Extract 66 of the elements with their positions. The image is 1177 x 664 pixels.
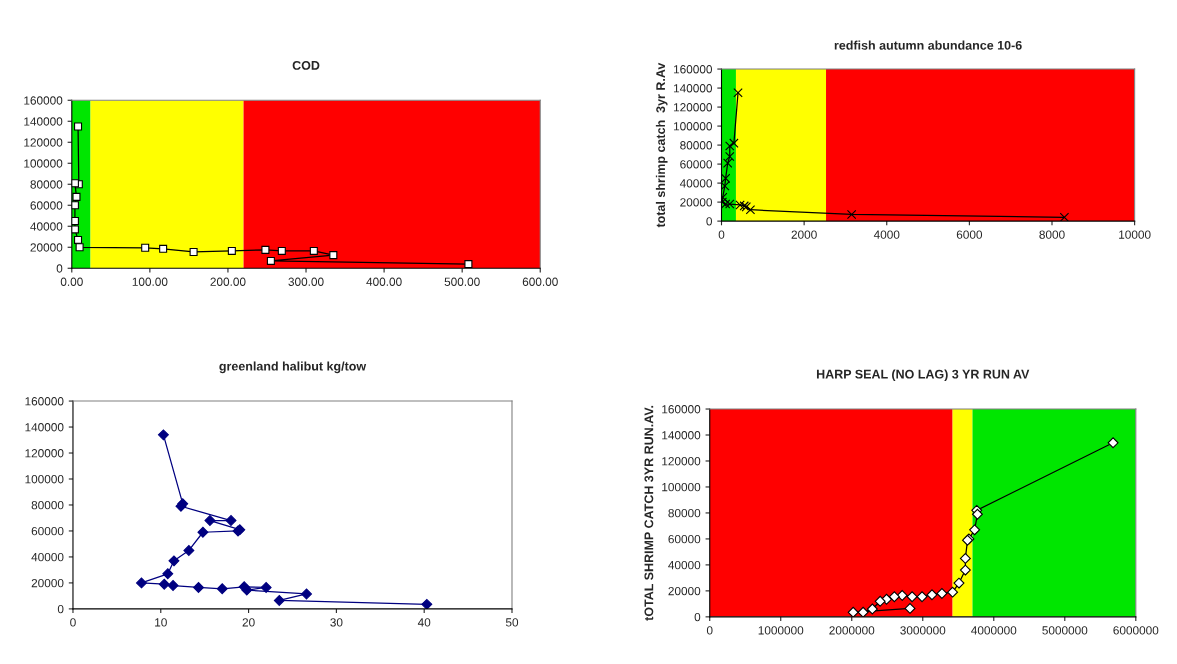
x-tick-label: 2000000 — [829, 626, 875, 635]
y-tick-label: 120000 — [24, 138, 63, 147]
x-tick-label: 0 — [718, 230, 725, 239]
x-tick-label: 3000000 — [900, 626, 946, 635]
x-tick-label: 300.00 — [288, 277, 324, 286]
x-tick-label: 50 — [505, 618, 519, 627]
y-tick-label: 20000 — [668, 586, 701, 596]
x-tick-label: 10000 — [1119, 230, 1151, 239]
y-tick-label: 60000 — [30, 201, 63, 210]
chart-title: HARP SEAL (NO LAG) 3 YR RUN AV — [816, 369, 1030, 382]
y-tick-label: 160000 — [662, 405, 701, 414]
x-tick-label: 500.00 — [444, 277, 480, 286]
y-tick-label: 60000 — [680, 160, 713, 169]
y-tick-label: 80000 — [680, 141, 713, 150]
y-tick-label: 100000 — [24, 159, 63, 168]
y-tick-label: 140000 — [673, 84, 713, 93]
y-tick-label: 40000 — [31, 552, 64, 562]
y-tick-label: 20000 — [31, 578, 64, 588]
y-tick-label: 160000 — [673, 65, 713, 74]
x-tick-label: 100.00 — [132, 277, 168, 286]
y-tick-label: 100000 — [673, 122, 713, 131]
y-tick-label: 140000 — [662, 431, 701, 440]
x-tick-label: 600.00 — [522, 277, 558, 286]
y-tick-label: 120000 — [673, 103, 713, 112]
x-tick-label: 400.00 — [366, 277, 402, 286]
y-tick-label: 60000 — [31, 526, 64, 536]
y-tick-label: 0 — [57, 604, 64, 614]
y-tick-label: 120000 — [25, 449, 64, 458]
x-tick-label: 40 — [417, 618, 431, 627]
chart-title: greenland halibut kg/tow — [219, 361, 367, 374]
y-tick-label: 40000 — [679, 179, 713, 188]
y-axis-title: total shrimp catch 3yr R.Av — [655, 62, 668, 228]
x-tick-label: 5000000 — [1042, 626, 1088, 635]
y-tick-label: 160000 — [24, 96, 63, 105]
y-tick-label: 140000 — [24, 117, 63, 126]
x-tick-label: 200.00 — [210, 277, 246, 286]
y-tick-label: 80000 — [668, 508, 701, 518]
y-tick-label: 0 — [706, 217, 713, 226]
x-tick-label: 4000000 — [971, 626, 1017, 635]
x-tick-label: 2000 — [791, 230, 817, 239]
y-tick-label: 120000 — [662, 457, 701, 466]
chart-title: COD — [292, 60, 320, 70]
y-tick-label: 100000 — [25, 475, 64, 484]
chart-title: redfish autumn abundance 10-6 — [834, 40, 1022, 50]
x-tick-label: 8000 — [1039, 230, 1065, 239]
y-tick-label: 0 — [56, 264, 63, 273]
x-tick-label: 1000000 — [758, 626, 804, 635]
y-tick-label: 80000 — [31, 501, 64, 510]
y-axis-title: tOTAL SHRIMP CATCH 3YR RUN.AV. — [644, 405, 654, 621]
x-tick-label: 10 — [155, 618, 167, 627]
y-tick-label: 20000 — [680, 198, 713, 207]
y-tick-label: 140000 — [25, 423, 64, 432]
x-tick-label: 4000 — [873, 230, 900, 239]
y-tick-label: 40000 — [30, 222, 63, 231]
y-tick-label: 40000 — [668, 560, 701, 570]
x-tick-label: 0.00 — [60, 277, 83, 286]
x-tick-label: 0 — [70, 618, 76, 627]
y-tick-label: 160000 — [25, 397, 64, 406]
x-tick-label: 30 — [330, 618, 343, 627]
y-tick-label: 80000 — [30, 180, 63, 189]
x-tick-label: 6000 — [956, 230, 983, 239]
x-tick-label: 6000000 — [1113, 626, 1159, 635]
y-tick-label: 20000 — [30, 243, 63, 252]
y-tick-label: 100000 — [662, 483, 701, 492]
y-tick-label: 60000 — [668, 534, 701, 544]
x-tick-label: 20 — [242, 618, 255, 627]
